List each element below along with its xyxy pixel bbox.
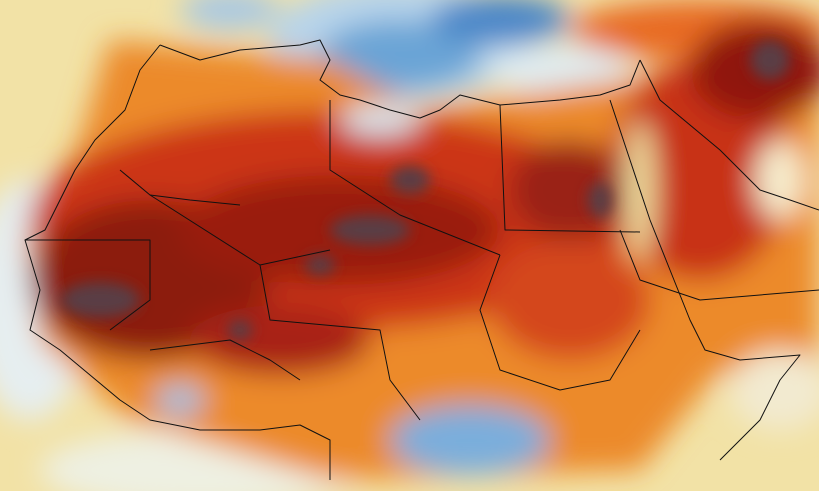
borders	[24, 39, 819, 480]
